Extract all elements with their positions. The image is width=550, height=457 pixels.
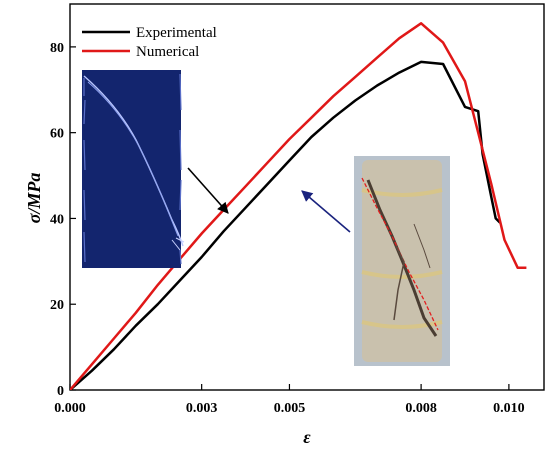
numerical-crack-inset xyxy=(82,70,185,268)
y-tick-label: 60 xyxy=(50,127,64,142)
series-group xyxy=(70,22,527,390)
experimental-specimen-inset xyxy=(354,156,450,366)
series-line-numerical xyxy=(70,22,527,390)
series-line-experimental xyxy=(70,60,501,390)
plot-frame xyxy=(69,3,545,391)
legend: Experimental Numerical xyxy=(82,25,217,60)
x-tick-label: 0.005 xyxy=(274,401,306,416)
x-tick-label: 0.000 xyxy=(54,401,86,416)
legend-label-experimental: Experimental xyxy=(136,25,217,41)
experimental-arrow xyxy=(301,190,351,233)
x-tick-label: 0.010 xyxy=(493,401,525,416)
legend-label-numerical: Numerical xyxy=(136,44,199,60)
y-tick-label: 80 xyxy=(50,41,64,56)
y-tick-label: 0 xyxy=(57,384,64,399)
y-tick-label: 20 xyxy=(50,298,64,313)
x-tick-label: 0.008 xyxy=(405,401,437,416)
y-tick-label: 40 xyxy=(50,212,64,227)
axes: 0.000 0.003 0.005 0.008 0.010 0 20 40 60 80 xyxy=(50,3,545,416)
x-axis-label: ε xyxy=(303,427,311,447)
numerical-arrow xyxy=(187,167,229,214)
x-tick-label: 0.003 xyxy=(186,401,218,416)
y-axis-label: σ/MPa xyxy=(24,173,44,224)
